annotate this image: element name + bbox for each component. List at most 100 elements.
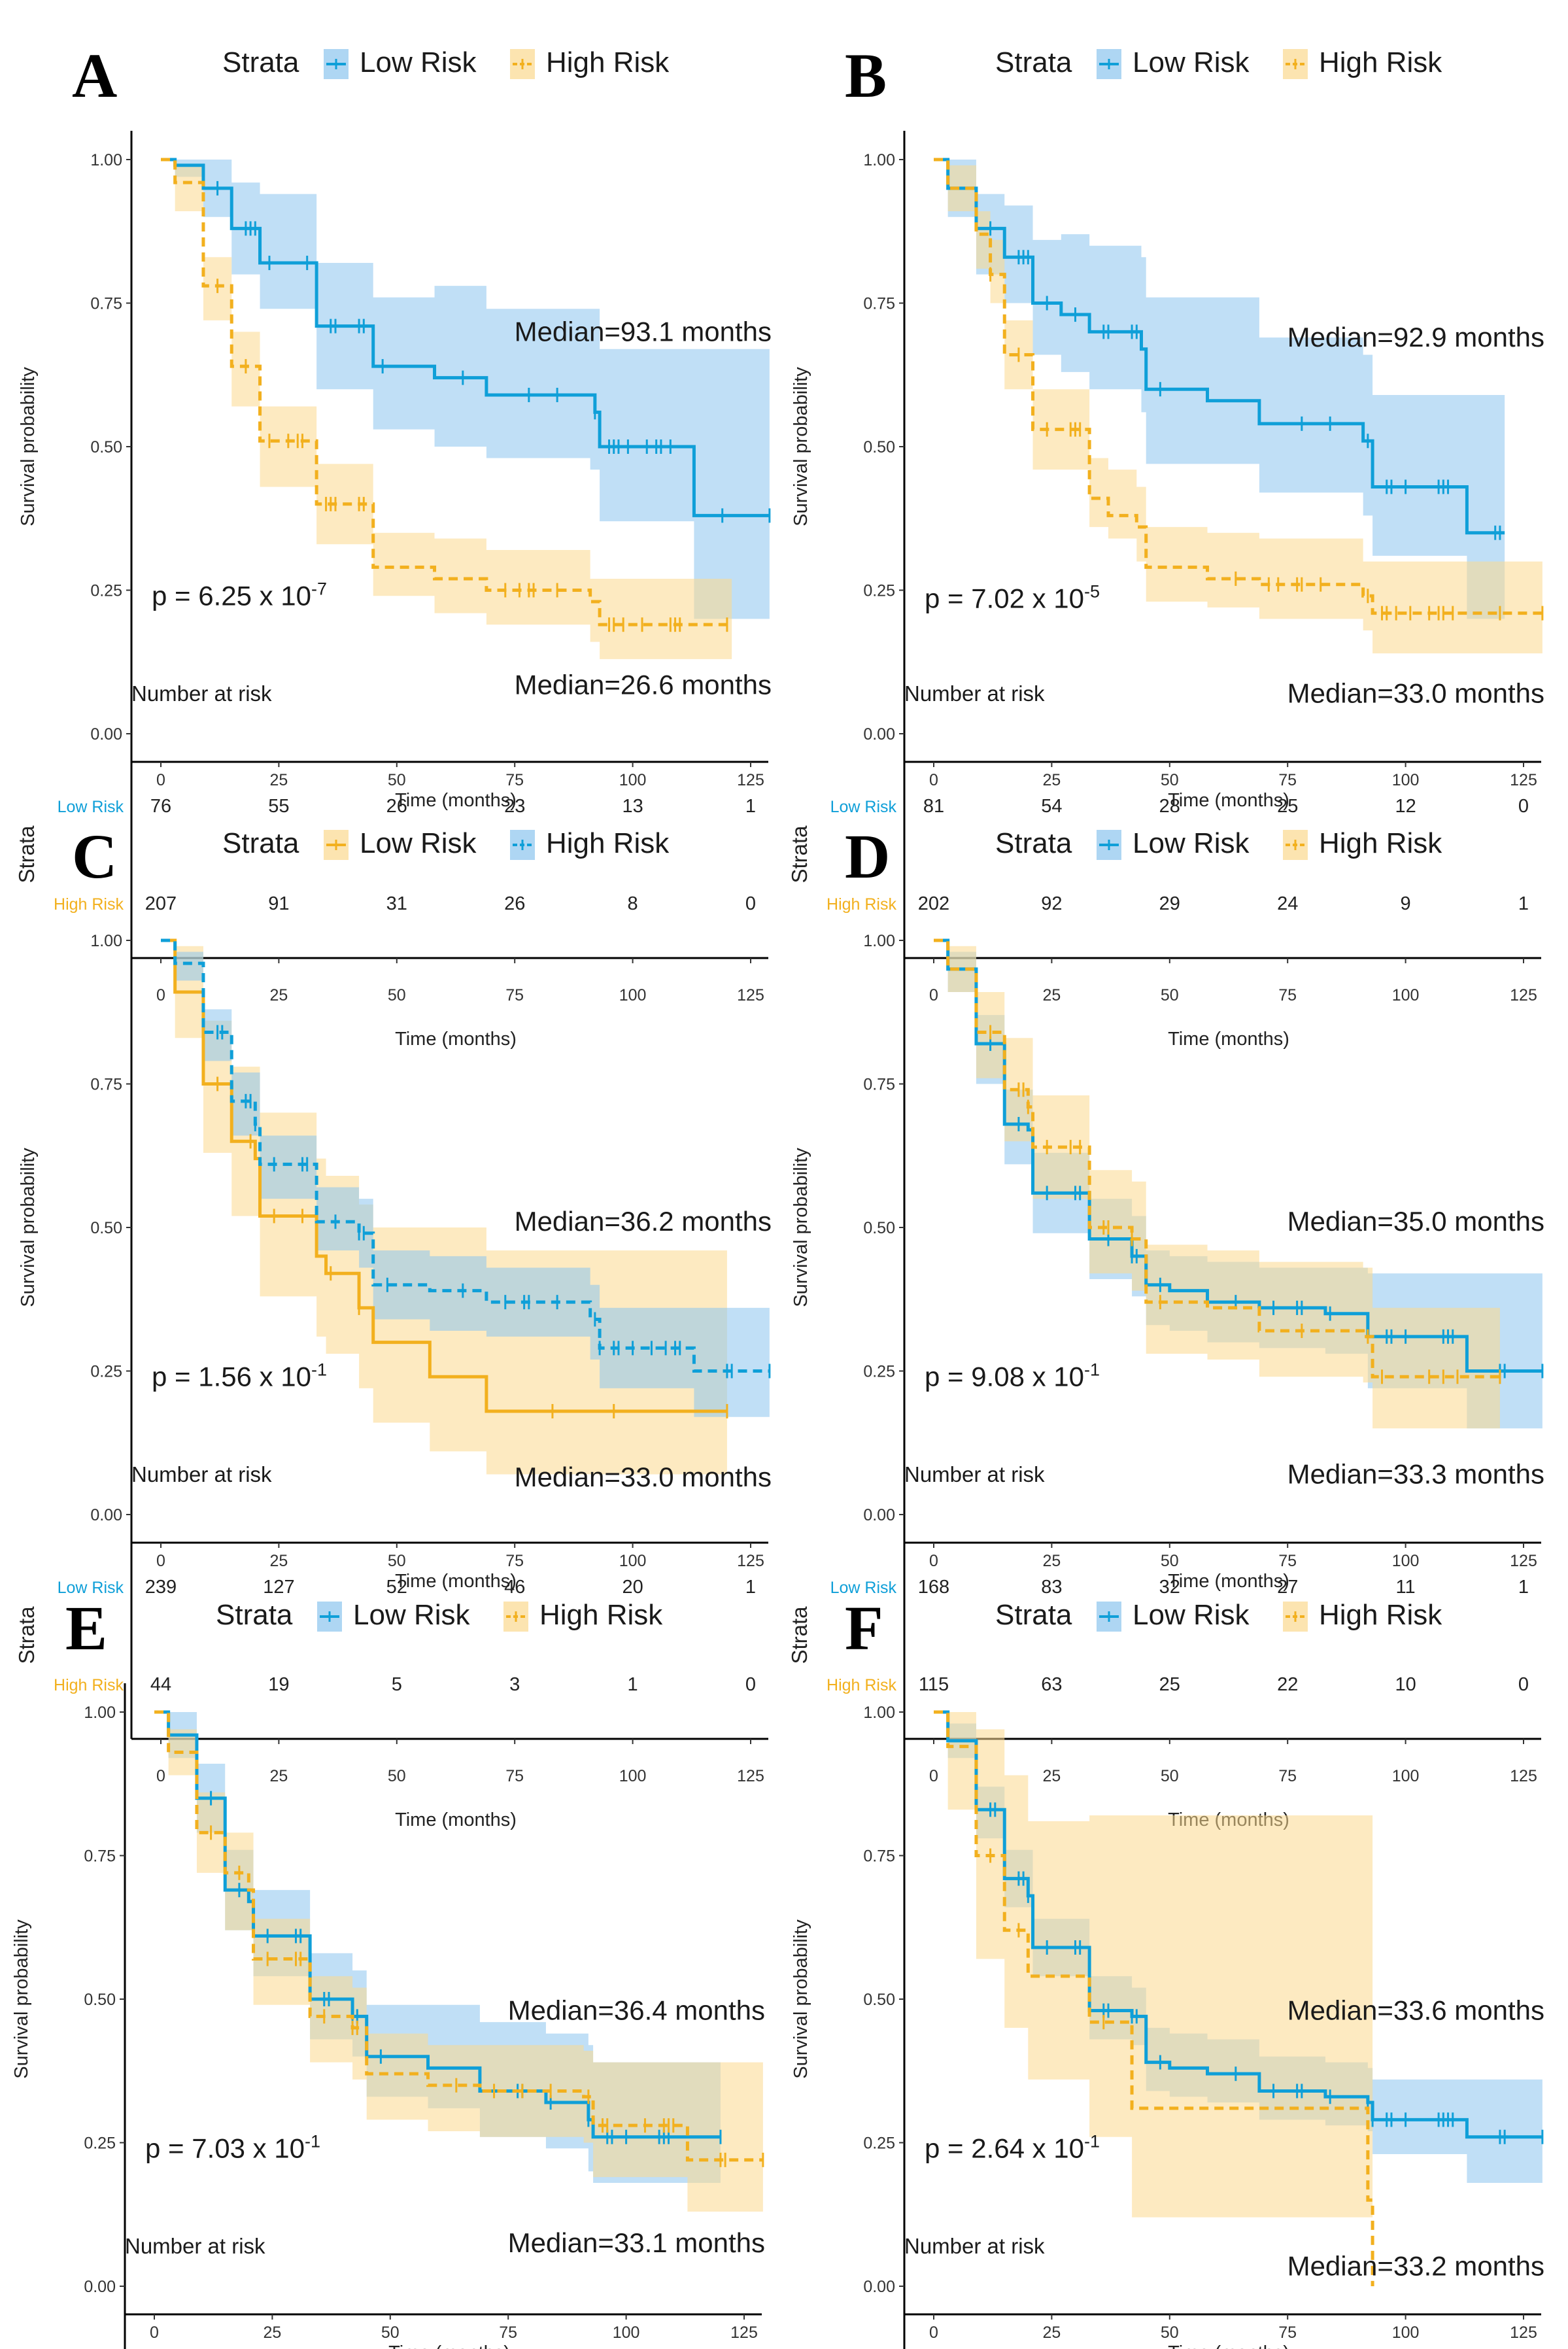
p-value-exponent: -1 (1084, 1360, 1100, 1379)
y-tick-label: 0.75 (90, 295, 122, 313)
ci-band-low-risk (934, 940, 1542, 1429)
risk-table-title: Number at risk (904, 2234, 1045, 2258)
risk-x-tick-label: 75 (505, 1767, 524, 1785)
legend: Strata Low Risk High Risk (995, 46, 1442, 79)
risk-count: 63 (1041, 1674, 1062, 1695)
y-tick-label: 0.00 (90, 1506, 122, 1524)
y-axis-title: Survival probability (791, 1148, 811, 1307)
x-tick-label: 25 (1042, 2323, 1061, 2342)
risk-count: 1 (1518, 893, 1529, 914)
risk-x-tick-label: 75 (1278, 1767, 1297, 1785)
p-value-base: p = 9.08 x 10 (925, 1361, 1084, 1392)
risk-count: 0 (1518, 796, 1529, 817)
y-tick-label: 0.75 (863, 295, 895, 313)
risk-table-title: Number at risk (131, 681, 272, 706)
legend-label: High Risk (546, 46, 670, 78)
legend-title: Strata (995, 46, 1072, 78)
y-tick-label: 0.00 (84, 2278, 116, 2296)
risk-strata-title: Strata (787, 1606, 811, 1664)
x-axis-title: Time (months) (1168, 1571, 1289, 1592)
risk-count: 91 (268, 893, 289, 914)
y-tick-label: 0.25 (863, 1363, 895, 1381)
median-label: Median=26.6 months (515, 669, 772, 700)
risk-count: 46 (504, 1577, 525, 1598)
risk-x-tick-label: 125 (1510, 1767, 1537, 1785)
risk-table: Number at risk Strata Low Risk 239 127 52 46 20… (14, 1462, 768, 1830)
y-axis-title: Survival probability (791, 367, 811, 526)
median-label: Median=92.9 months (1287, 322, 1544, 352)
risk-x-tick-label: 125 (737, 986, 764, 1004)
panel-letter: F (845, 1593, 883, 1663)
x-tick-label: 100 (1392, 771, 1420, 789)
x-tick-label: 25 (263, 2323, 281, 2342)
legend-label: High Risk (1319, 827, 1442, 859)
plot-area (934, 938, 1544, 1429)
risk-row-label: High Risk (54, 1676, 124, 1694)
panel-f: F Strata Low Risk High Risk 0.00 0.25 0.50 0.75… (791, 1593, 1544, 2349)
risk-count: 10 (1395, 1674, 1416, 1695)
risk-x-axis-title: Time (months) (395, 1809, 517, 1830)
median-label: Median=33.0 months (515, 1462, 772, 1492)
x-axis-title: Time (months) (1168, 790, 1289, 811)
risk-x-tick-label: 50 (1161, 1767, 1179, 1785)
y-tick-label: 0.25 (90, 582, 122, 600)
y-axis-title: Survival probability (791, 1919, 811, 2079)
p-value-base: p = 6.25 x 10 (152, 580, 311, 611)
legend-title: Strata (995, 827, 1072, 859)
risk-count: 26 (504, 893, 525, 914)
y-tick-label: 0.75 (84, 1847, 116, 1866)
risk-count: 81 (923, 796, 944, 817)
risk-x-tick-label: 100 (619, 986, 647, 1004)
survival-curve-high-risk (161, 158, 732, 626)
x-tick-label: 0 (150, 2323, 159, 2342)
risk-count: 20 (622, 1577, 643, 1598)
risk-row-label: Low Risk (830, 798, 897, 816)
risk-count: 19 (268, 1674, 289, 1695)
panel-e: E Strata Low Risk High Risk 0.00 0.25 0.50 0.75… (11, 1593, 765, 2349)
risk-count: 127 (263, 1577, 294, 1598)
x-tick-label: 25 (1042, 771, 1061, 789)
y-tick-label: 0.25 (90, 1363, 122, 1381)
risk-table-title: Number at risk (125, 2234, 265, 2258)
risk-count: 13 (622, 796, 643, 817)
y-tick-label: 0.50 (90, 1219, 122, 1237)
risk-count: 27 (1277, 1577, 1298, 1598)
risk-count: 52 (386, 1577, 407, 1598)
x-tick-label: 100 (619, 771, 647, 789)
p-value-label: p = 9.08 x 10-1 (925, 1360, 1100, 1392)
x-tick-label: 125 (1510, 771, 1537, 789)
risk-count: 5 (392, 1674, 402, 1695)
risk-count: 8 (628, 893, 638, 914)
median-label: Median=35.0 months (1287, 1206, 1544, 1237)
p-value-label: p = 1.56 x 10-1 (152, 1360, 327, 1392)
x-axis-title: Time (months) (388, 2342, 510, 2349)
survival-curve-low-risk (161, 938, 727, 1413)
x-tick-label: 100 (619, 1552, 647, 1570)
y-tick-label: 1.00 (863, 932, 895, 950)
risk-count: 32 (1159, 1577, 1180, 1598)
y-tick-label: 0.50 (863, 1219, 895, 1237)
ci-band-low-risk (161, 940, 727, 1475)
risk-count: 12 (1395, 796, 1416, 817)
legend: Strata Low Risk High Risk (216, 1599, 663, 1632)
risk-count: 26 (386, 796, 407, 817)
risk-count: 1 (745, 796, 756, 817)
risk-count: 0 (1518, 1674, 1529, 1695)
risk-x-tick-label: 125 (737, 1767, 764, 1785)
survival-curve-high-risk (934, 158, 1542, 615)
x-tick-label: 75 (499, 2323, 517, 2342)
x-tick-label: 100 (613, 2323, 640, 2342)
x-tick-label: 50 (388, 771, 406, 789)
risk-x-axis-title: Time (months) (1168, 1029, 1289, 1050)
x-tick-label: 125 (1510, 2323, 1537, 2342)
p-value-label: p = 7.02 x 10-5 (925, 582, 1100, 614)
risk-count: 239 (145, 1577, 177, 1598)
risk-row-label: Low Risk (58, 798, 124, 816)
risk-count: 92 (1041, 893, 1062, 914)
risk-count: 1 (745, 1577, 756, 1598)
y-tick-label: 0.25 (863, 2135, 895, 2153)
x-tick-label: 50 (381, 2323, 400, 2342)
